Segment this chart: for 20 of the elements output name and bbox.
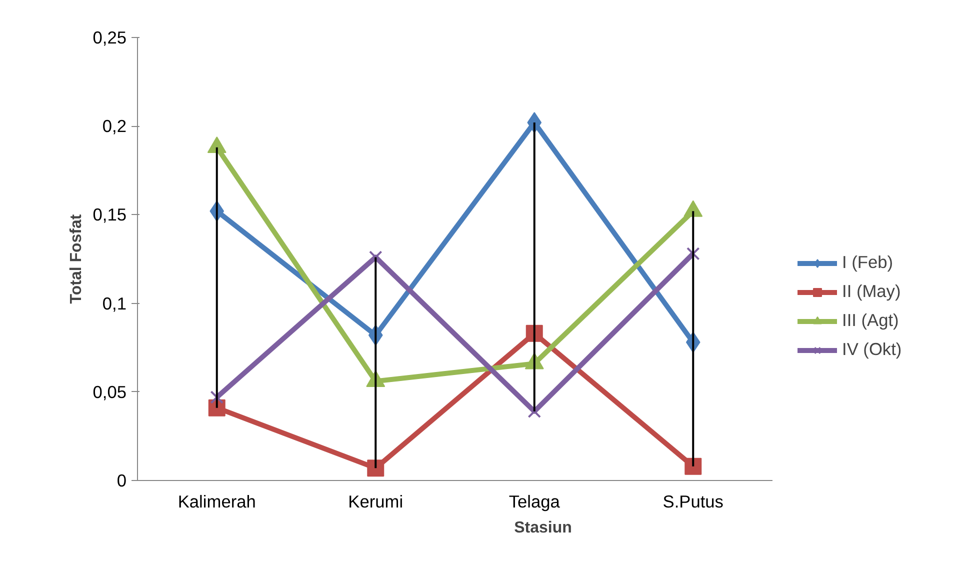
y-axis-title: Total Fosfat [68,214,85,304]
point [686,247,700,260]
y-tick-label: 0,05 [92,382,127,402]
point [684,458,702,475]
point [210,390,224,404]
legend-label: III (Agt) [842,310,899,331]
y-tick-label: 0,1 [102,293,127,314]
x-axis-title: Stasiun [514,520,572,536]
x-tick-label: Telaga [508,492,560,512]
y-tick-label: 0,2 [102,116,127,136]
x-tick-label: S.Putus [662,492,724,512]
y-tick-label: 0 [116,470,127,490]
y-tick-label: 0,25 [92,28,127,48]
legend-label: II (May) [842,281,901,302]
y-tick-label: 0,15 [92,204,127,225]
x-tick-label: Kalimerah [178,492,256,512]
legend-label: IV (Okt) [842,339,902,360]
point [367,460,384,477]
legend-label: I (Feb) [842,252,894,273]
x-tick-label: Kerumi [348,492,404,512]
